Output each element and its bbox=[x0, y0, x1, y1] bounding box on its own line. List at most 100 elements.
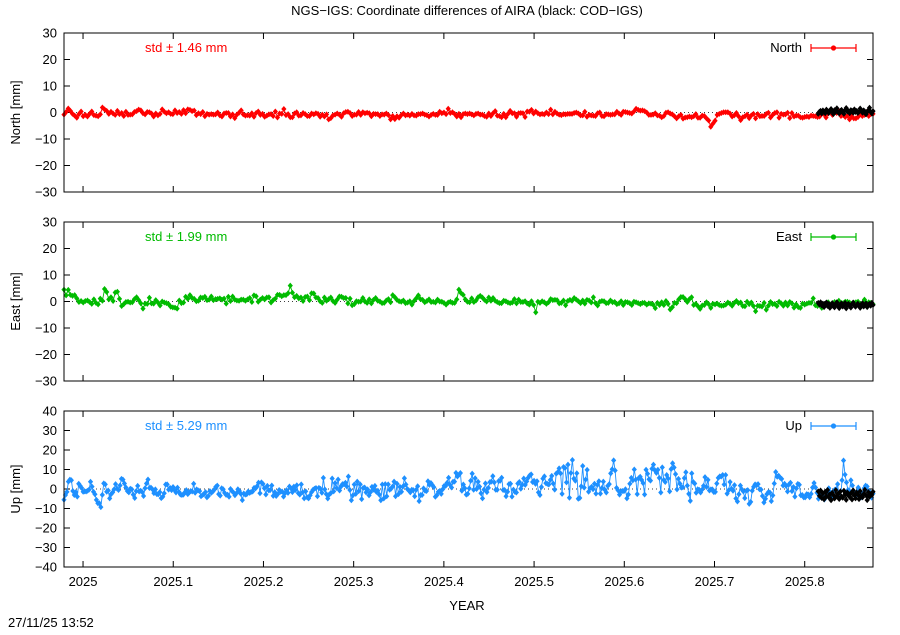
data-point-up bbox=[641, 491, 648, 498]
black-data-point-north bbox=[838, 106, 845, 113]
data-point-north bbox=[735, 113, 742, 120]
data-point-east bbox=[620, 301, 626, 308]
data-point-north bbox=[846, 116, 853, 123]
data-point-up bbox=[275, 491, 281, 498]
data-point-up bbox=[132, 494, 138, 501]
data-point-north bbox=[785, 109, 791, 116]
data-point-up bbox=[705, 476, 711, 483]
data-point-north bbox=[264, 112, 270, 119]
data-point-east bbox=[569, 297, 575, 304]
data-point-up bbox=[350, 492, 356, 499]
data-point-up bbox=[578, 483, 584, 490]
black-data-point-up bbox=[864, 497, 870, 504]
data-point-east bbox=[588, 299, 594, 306]
data-point-north bbox=[492, 108, 498, 115]
data-point-up bbox=[157, 489, 163, 496]
data-point-up bbox=[675, 475, 682, 482]
data-point-up bbox=[476, 483, 483, 490]
data-point-up bbox=[552, 486, 558, 493]
black-data-point-up bbox=[830, 492, 836, 499]
data-point-up bbox=[438, 490, 444, 497]
black-data-point-north bbox=[824, 108, 831, 115]
black-data-point-east bbox=[841, 302, 847, 309]
data-point-up bbox=[755, 481, 761, 488]
data-point-up bbox=[297, 491, 303, 498]
data-point-east bbox=[772, 300, 778, 307]
data-point-up bbox=[521, 475, 527, 482]
data-point-east bbox=[276, 291, 283, 298]
data-point-up bbox=[740, 488, 746, 495]
data-point-up bbox=[440, 486, 446, 493]
data-point-up bbox=[359, 496, 365, 503]
data-point-east bbox=[759, 303, 765, 310]
data-point-up bbox=[286, 483, 293, 490]
black-data-point-up bbox=[855, 491, 861, 498]
data-point-east bbox=[524, 300, 530, 307]
data-point-east bbox=[345, 300, 351, 307]
y-tick-label-north: 0 bbox=[50, 105, 57, 120]
data-point-east bbox=[484, 298, 490, 305]
data-point-north bbox=[642, 108, 648, 115]
black-data-point-up bbox=[822, 488, 828, 495]
data-point-east bbox=[744, 298, 750, 305]
data-point-up bbox=[77, 482, 83, 489]
data-point-north bbox=[323, 111, 330, 118]
data-point-up bbox=[808, 490, 814, 497]
data-point-up bbox=[759, 493, 766, 500]
data-point-east bbox=[503, 298, 509, 305]
data-point-up bbox=[703, 484, 710, 491]
data-point-east bbox=[326, 296, 332, 303]
data-point-east bbox=[541, 299, 547, 306]
data-point-east bbox=[377, 298, 383, 305]
data-point-east bbox=[708, 304, 714, 311]
data-point-north bbox=[326, 116, 332, 123]
data-point-north bbox=[511, 110, 517, 117]
data-point-up bbox=[270, 492, 276, 499]
data-point-north bbox=[853, 115, 859, 122]
data-point-up bbox=[546, 481, 552, 488]
y-tick-label-up: 20 bbox=[43, 443, 57, 458]
data-point-up bbox=[115, 486, 122, 493]
y-tick-label-up: 10 bbox=[43, 462, 57, 477]
data-point-east bbox=[738, 299, 744, 306]
y-tick-label-east: 0 bbox=[50, 294, 57, 309]
data-point-up bbox=[671, 464, 677, 471]
black-data-point-east bbox=[815, 299, 821, 306]
black-data-point-north bbox=[830, 111, 836, 118]
data-point-up bbox=[518, 485, 524, 492]
data-point-up bbox=[793, 485, 799, 492]
data-point-north bbox=[251, 113, 257, 120]
data-point-east bbox=[614, 301, 620, 308]
data-point-north bbox=[84, 113, 91, 120]
black-data-point-up bbox=[815, 488, 821, 495]
data-point-up bbox=[92, 491, 98, 498]
data-point-east bbox=[802, 301, 808, 308]
data-point-east bbox=[185, 295, 191, 302]
data-point-up bbox=[767, 489, 773, 496]
data-point-up bbox=[653, 469, 659, 476]
data-point-east bbox=[398, 298, 404, 305]
data-point-up bbox=[631, 466, 637, 473]
data-point-north bbox=[452, 110, 458, 117]
data-point-east bbox=[795, 304, 801, 311]
data-point-up bbox=[428, 479, 434, 486]
data-point-up bbox=[74, 493, 80, 500]
data-point-up bbox=[114, 485, 120, 492]
data-point-up bbox=[727, 478, 733, 485]
data-point-up bbox=[643, 466, 649, 473]
data-point-north bbox=[191, 107, 197, 114]
y-axis-label-east: East [mm] bbox=[8, 272, 23, 331]
data-point-up bbox=[258, 479, 265, 486]
x-tick-label: 2025.5 bbox=[514, 574, 554, 589]
data-point-east bbox=[97, 295, 103, 302]
data-point-north bbox=[281, 106, 287, 113]
data-point-north bbox=[678, 111, 684, 118]
y-tick-label-up: 0 bbox=[50, 482, 57, 497]
data-point-east bbox=[272, 295, 278, 302]
data-point-up bbox=[839, 477, 845, 484]
data-point-east bbox=[635, 300, 641, 307]
data-point-up bbox=[528, 471, 534, 478]
data-point-north bbox=[488, 112, 494, 119]
data-point-east bbox=[385, 296, 392, 303]
data-point-up bbox=[633, 476, 639, 483]
